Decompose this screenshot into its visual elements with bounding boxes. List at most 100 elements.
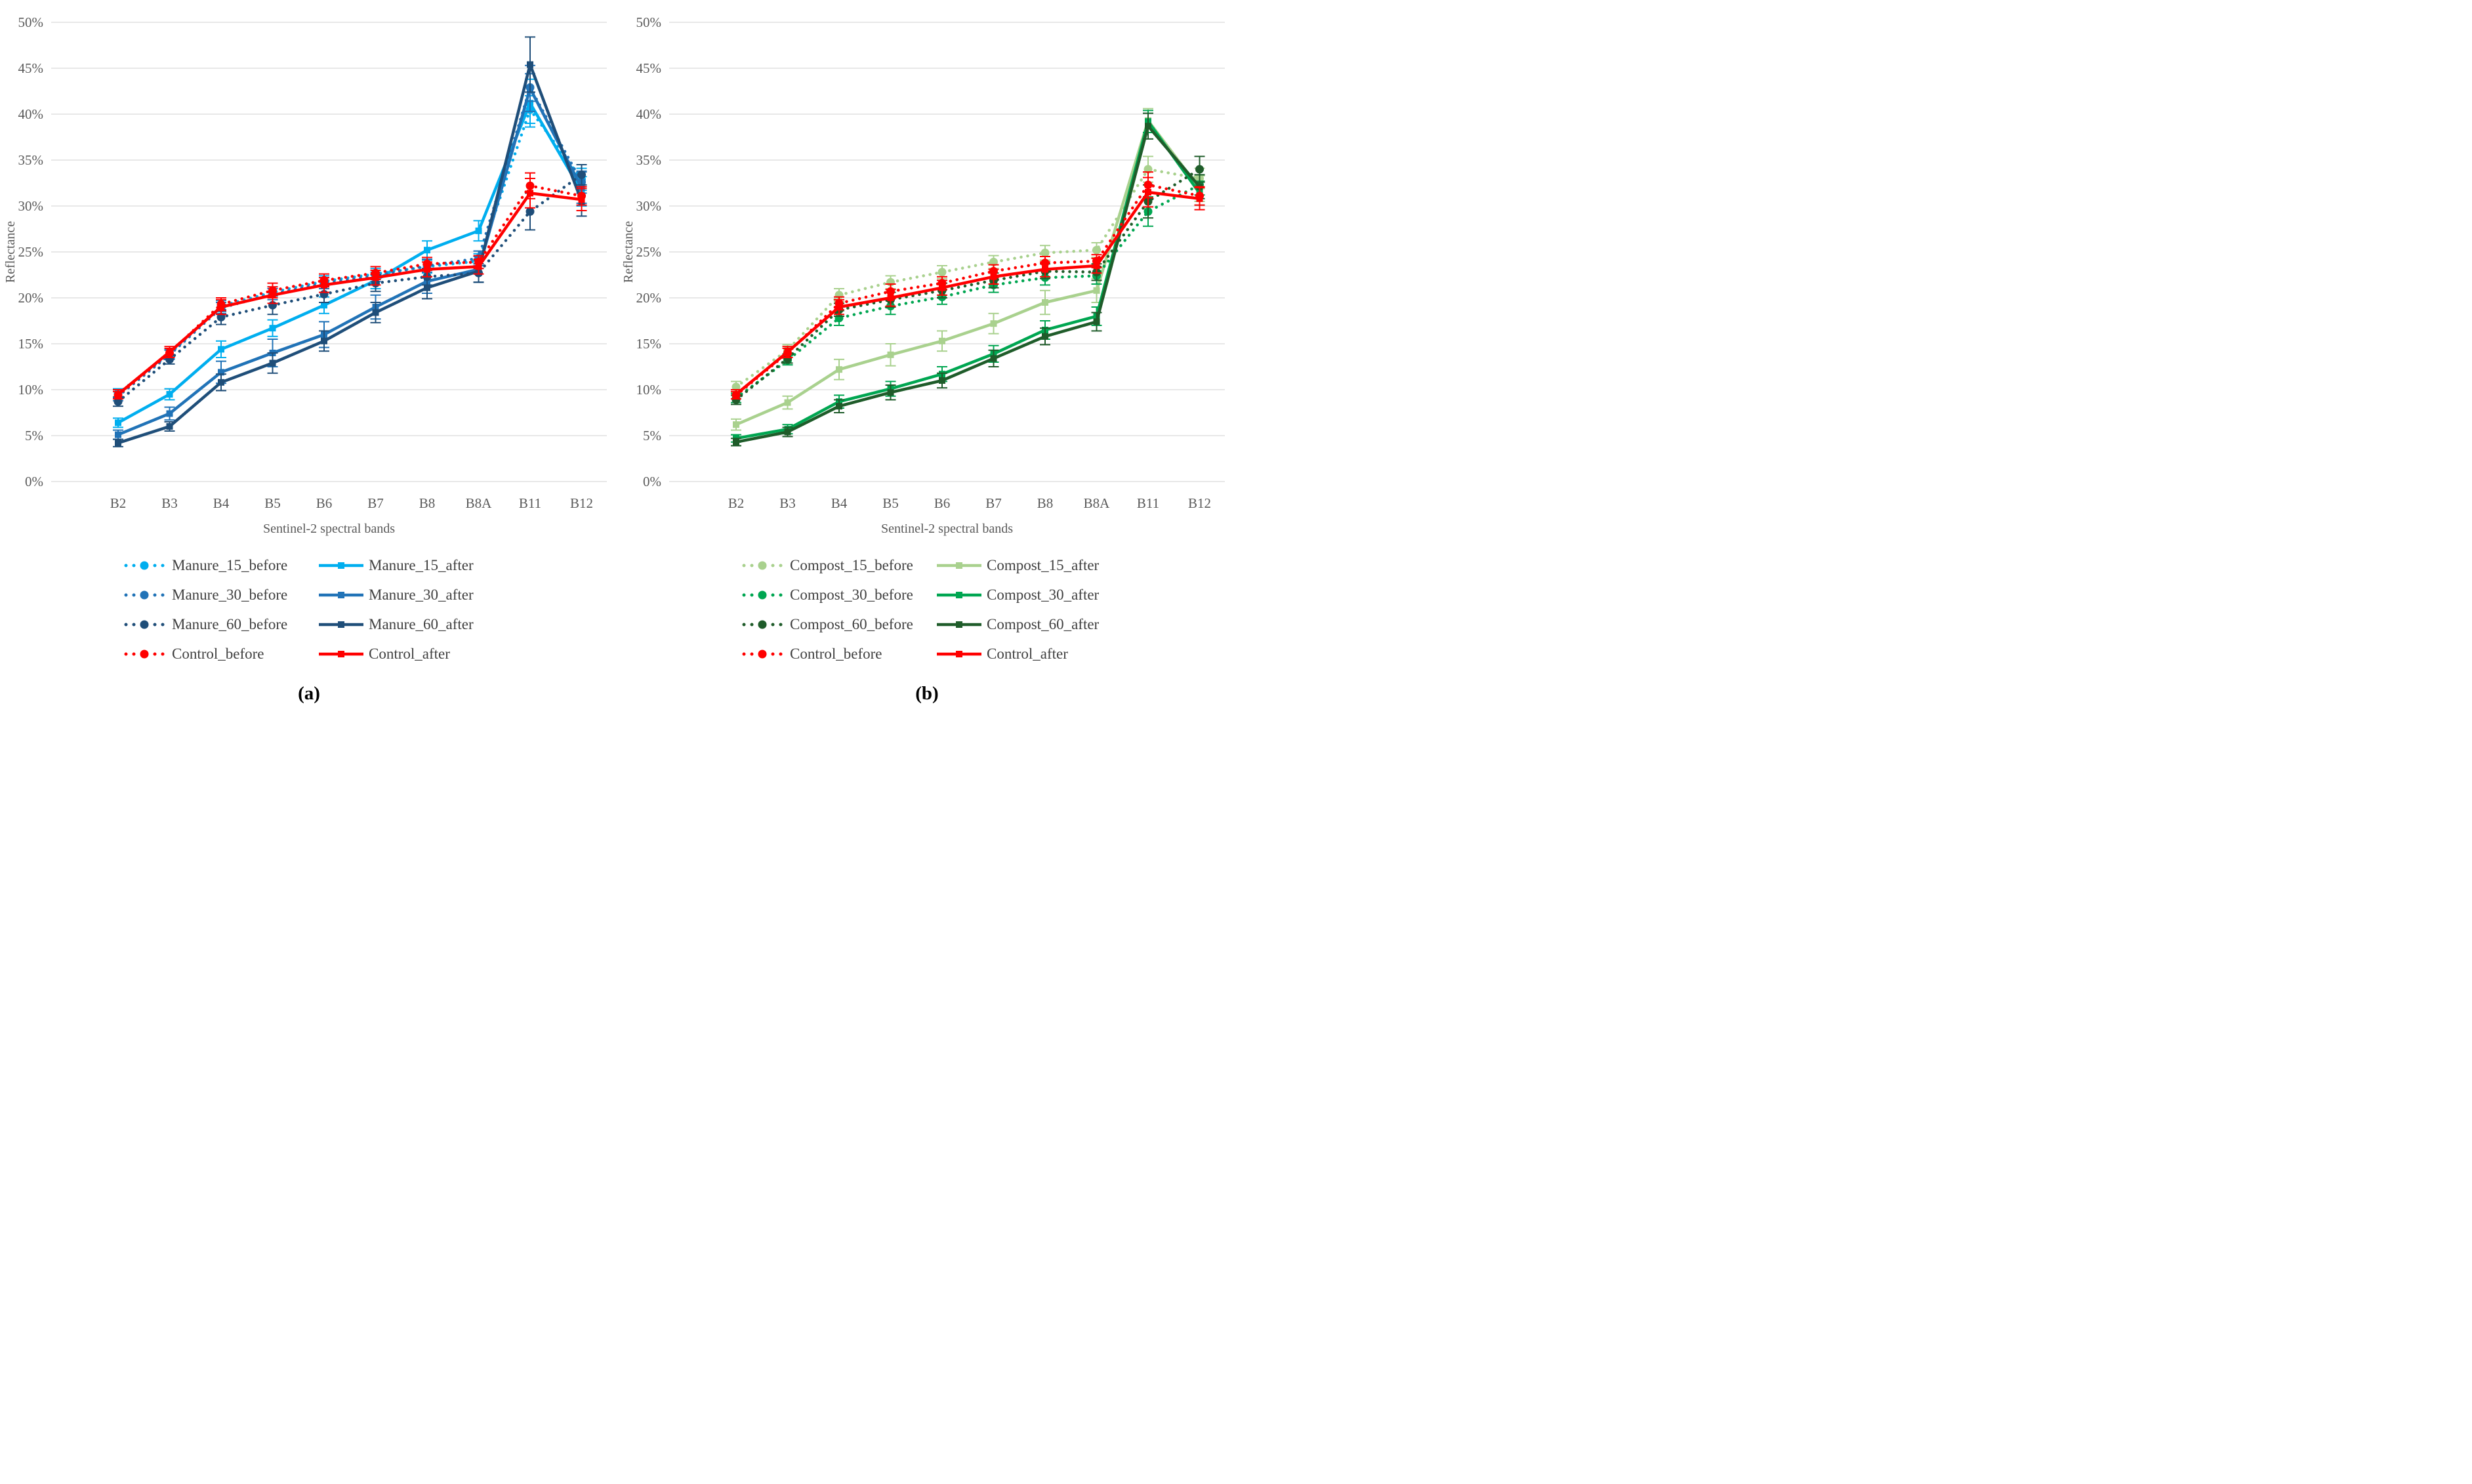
series-line-Control_before [116,184,583,397]
marker-Control_after [990,273,997,280]
marker-Control_after [166,348,173,356]
series-line-Control_after [117,192,582,396]
legend-item-Compost_60_before: Compost_60_before [740,613,937,636]
swatch-dot [140,561,149,570]
legend-label: Manure_30_before [172,587,288,603]
y-tick-label: 5% [25,428,43,443]
marker-Compost_15_after [784,399,791,406]
x-tick-label: B5 [882,495,899,511]
series-line-Control_after [735,190,1200,396]
marker-Compost_60_after [784,428,791,436]
swatch-dot [771,623,775,627]
legend-item-Compost_15_after: Compost_15_after [937,554,1114,577]
marker-Control_after [887,295,894,301]
dotted-line-swatch-icon [124,561,165,570]
marker-Compost_15_before [1092,245,1101,255]
marker-Compost_60_after [1042,333,1048,340]
y-tick-label: 50% [18,14,44,30]
swatch-marker [956,592,962,598]
swatch-dot [161,652,165,656]
legend-label: Compost_15_after [987,557,1100,573]
swatch-dot [771,564,775,567]
two-panel-line-figure: 0% 5% 10% 15% 20% 25% 30% 35% 40% 45% 50% B2 B3 B4 B5 B… [0,0,1236,714]
swatch-dot [750,564,754,567]
legend-item-Compost_60_after: Compost_60_after [937,613,1114,636]
swatch-dot [758,590,767,600]
legend-label: Control_before [790,646,882,662]
x-tick-label: B2 [110,495,127,511]
swatch-dot [140,620,149,629]
marker-Manure_15_after [321,302,327,309]
swatch-marker [956,621,962,628]
marker-Manure_60_after [269,360,276,367]
swatch-marker [338,592,344,598]
series-line-Compost_15_after [735,119,1201,426]
solid-line-swatch-icon [937,592,981,598]
y-tick-label: 10% [18,382,44,398]
chart-panel-b: 0% 5% 10% 15% 20% 25% 30% 35% 40% 45% 50% B2 B3 B4 B5 B… [618,3,1236,714]
solid-line-swatch-icon [319,592,363,598]
marker-Compost_60_before [1195,165,1204,174]
marker-Control_after [733,391,739,398]
swatch-dot [750,593,754,597]
x-tick-label: B3 [161,495,178,511]
marker-Compost_60_after [887,389,894,396]
legend-label: Manure_30_after [369,587,474,603]
swatch-dot [124,593,128,597]
y-axis-title: Reflectance [3,221,18,283]
marker-Compost_60_after [939,377,945,384]
y-tick-label: 20% [636,290,662,306]
marker-Control_after [269,291,276,299]
legend-item-Manure_30_after: Manure_30_after [319,583,496,607]
marker-Compost_15_after [939,337,945,344]
swatch-dot [132,623,136,627]
y-tick-label: 0% [643,474,661,489]
marker-Compost_15_after [836,366,842,373]
legend-label: Manure_15_before [172,557,288,573]
panel-caption-a: (a) [298,683,320,704]
dotted-line-swatch-icon [124,620,165,629]
x-tick-label: B2 [728,495,745,511]
series-line-Manure_60_after [117,63,583,445]
solid-line-swatch-icon [319,621,363,628]
swatch-marker [956,651,962,657]
swatch-dot [758,620,767,629]
swatch-dot [153,564,157,567]
marker-Control_after [578,196,585,203]
marker-Manure_60_after [372,309,379,316]
solid-line-swatch-icon [319,651,363,657]
y-tick-label: 40% [18,106,44,122]
swatch-dot [742,652,746,656]
marker-Compost_15_before [1040,248,1050,257]
legend-item-Compost_15_before: Compost_15_before [740,554,937,577]
marker-Control_after [939,284,945,291]
marker-Manure_60_after [166,423,173,430]
y-tick-label: 20% [18,290,44,306]
marker-Compost_15_before [937,268,947,277]
marker-Manure_30_after [218,369,224,376]
marker-Manure_60_after [424,284,430,291]
marker-Manure_30_after [166,410,173,417]
swatch-dot [771,593,775,597]
legend-label: Compost_15_before [790,557,913,573]
legend-item-Manure_30_before: Manure_30_before [122,583,319,607]
x-tick-label: B8A [466,495,493,511]
marker-Compost_60_after [990,355,997,362]
swatch-dot [140,649,149,659]
x-tick-label: B4 [213,495,230,511]
y-tick-label: 50% [636,14,662,30]
legend-item-Manure_15_after: Manure_15_after [319,554,496,577]
y-axis-title: Reflectance [621,221,636,283]
swatch-marker [338,651,344,657]
swatch-dot [742,623,746,627]
marker-Manure_15_after [218,346,224,353]
y-tick-label: 45% [18,60,44,76]
swatch-dot [758,649,767,659]
legend-item-Manure_60_before: Manure_60_before [122,613,319,636]
y-tick-label: 35% [636,152,662,168]
marker-Manure_15_after [475,227,482,234]
legend-label: Manure_60_before [172,616,288,632]
swatch-dot [779,593,783,597]
y-tick-label: 25% [18,244,44,260]
marker-Compost_60_after [1093,318,1100,325]
